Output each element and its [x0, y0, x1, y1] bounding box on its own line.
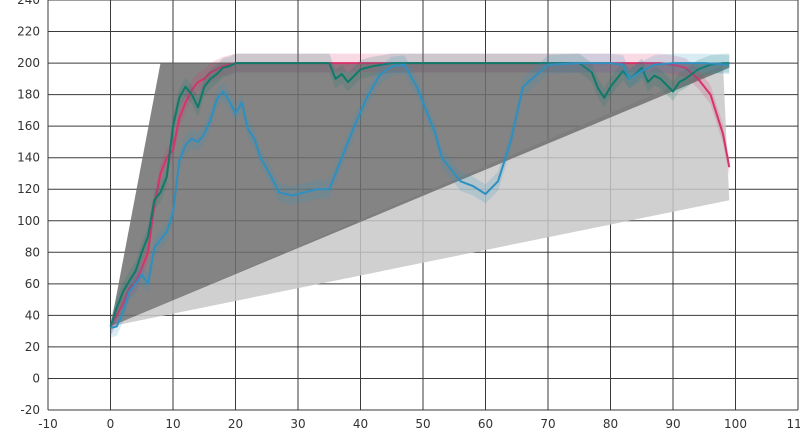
y-tick-label: 140	[17, 151, 40, 165]
y-tick-label: 80	[25, 245, 40, 259]
x-tick-label: 20	[228, 417, 243, 431]
y-tick-label: -20	[20, 403, 40, 417]
y-tick-label: 20	[25, 340, 40, 354]
x-tick-label: 100	[724, 417, 747, 431]
series-band	[110, 53, 730, 336]
x-tick-label: 50	[415, 417, 430, 431]
y-tick-label: 240	[17, 0, 40, 7]
y-tick-label: 60	[25, 277, 40, 291]
x-tick-label: 30	[290, 417, 305, 431]
x-tick-label: 90	[665, 417, 680, 431]
series-line	[110, 62, 730, 329]
x-tick-label: -10	[38, 417, 58, 431]
x-tick-label: 0	[107, 417, 115, 431]
series-line	[109, 62, 731, 327]
y-tick-label: 180	[17, 88, 40, 102]
x-tick-label: 80	[603, 417, 618, 431]
y-tick-label: 160	[17, 119, 40, 133]
y-tick-label: 0	[32, 371, 40, 385]
y-tick-label: 40	[25, 308, 40, 322]
fan-region	[110, 63, 730, 327]
tick-labels: -20 0 20 40 60 80 100 120 140 160 180 200 220 240 -10 0…	[17, 0, 800, 431]
x-tick-label: 60	[478, 417, 493, 431]
x-tick-label: 40	[353, 417, 368, 431]
series-line	[109, 62, 730, 327]
x-tick-label: 10	[165, 417, 180, 431]
y-tick-label: 120	[17, 182, 40, 196]
y-tick-label: 220	[17, 25, 40, 39]
y-tick-label: 100	[17, 214, 40, 228]
y-tick-label: 200	[17, 56, 40, 70]
fan-regions	[110, 63, 730, 327]
x-tick-label: 110	[787, 417, 800, 431]
series-lines	[109, 53, 731, 338]
x-tick-label: 70	[540, 417, 555, 431]
